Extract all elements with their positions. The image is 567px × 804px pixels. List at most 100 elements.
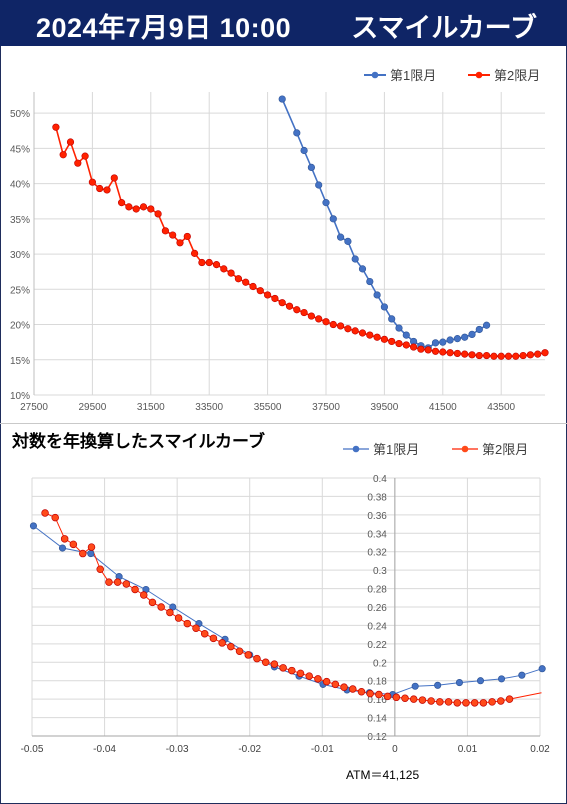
data-point-series-2: [541, 349, 549, 357]
smile-curve-chart: 10% 15% 20% 25% 30% 35% 40% 45% 50% 27500 29500 315…: [10, 68, 549, 413]
data-point-series-2: [103, 186, 111, 194]
data-point-series-2: [174, 614, 183, 622]
x-tick-label: -0.04: [93, 744, 116, 754]
data-point-series-2: [235, 647, 244, 655]
legend-marker-1: [371, 71, 379, 79]
data-point-series-2: [125, 203, 133, 211]
chart-divider: [0, 423, 567, 424]
data-point-series-2: [431, 347, 440, 355]
x-tick-label: -0.02: [238, 744, 261, 754]
y-tick-label: 15%: [10, 356, 30, 367]
data-point-series-1: [475, 325, 483, 334]
data-point-series-2: [198, 258, 206, 267]
data-point-series-2: [161, 227, 169, 235]
x-tick-label: 0: [392, 744, 398, 754]
data-point-series-1: [366, 277, 374, 286]
data-point-series-1: [337, 233, 345, 241]
data-point-series-2: [300, 308, 308, 317]
data-point-series-2: [278, 299, 286, 307]
data-point-series-2: [271, 294, 279, 303]
data-point-series-2: [122, 580, 131, 588]
data-point-series-1: [380, 303, 389, 311]
data-point-series-2: [132, 205, 140, 213]
y-tick-label: 0.32: [367, 548, 387, 559]
data-point-series-2: [234, 275, 242, 283]
x-tick-label: 33500: [195, 402, 223, 413]
data-point-series-2: [139, 203, 148, 211]
data-point-series-1: [455, 679, 463, 687]
data-point-series-1: [29, 522, 38, 530]
legend-label-2: 第2限月: [482, 442, 528, 457]
y-tick-label: 40%: [10, 180, 30, 191]
data-point-series-2: [504, 352, 513, 360]
data-point-series-2: [357, 688, 366, 696]
series-line-1: [33, 525, 543, 696]
data-point-series-2: [148, 598, 157, 607]
data-point-series-1: [402, 331, 410, 339]
y-tick-label: 0.4: [373, 474, 387, 485]
data-point-series-2: [96, 565, 104, 573]
y-tick-label: 0.2: [373, 658, 387, 669]
data-point-series-2: [479, 699, 488, 707]
data-point-series-2: [349, 685, 357, 693]
data-point-series-2: [147, 205, 155, 213]
x-tick-label: 31500: [137, 402, 165, 413]
data-point-series-2: [462, 699, 470, 707]
data-point-series-1: [344, 237, 352, 245]
data-point-series-2: [417, 345, 425, 353]
data-point-series-2: [279, 664, 287, 672]
data-point-series-2: [66, 138, 75, 146]
y-tick-label: 0.22: [367, 640, 387, 651]
y-tick-label: 45%: [10, 144, 30, 155]
data-point-series-2: [337, 322, 345, 330]
data-point-series-2: [305, 672, 313, 680]
data-point-series-2: [176, 239, 184, 247]
data-point-series-2: [256, 287, 264, 295]
data-point-series-1: [58, 544, 67, 552]
data-point-series-2: [331, 680, 340, 689]
data-point-series-2: [293, 306, 301, 314]
x-tick-label: 0.01: [458, 744, 478, 754]
data-point-series-1: [307, 163, 316, 171]
data-point-series-1: [434, 681, 442, 689]
data-point-series-2: [52, 123, 60, 131]
data-point-series-2: [315, 315, 323, 323]
data-point-series-2: [322, 318, 330, 326]
data-point-series-1: [293, 129, 301, 137]
data-point-series-1: [497, 675, 506, 683]
data-point-series-1: [483, 321, 491, 329]
data-point-series-2: [444, 698, 453, 706]
data-point-series-2: [453, 349, 462, 358]
x-tick-label: 29500: [78, 402, 106, 413]
data-point-series-2: [105, 578, 113, 586]
y-tick-label: 0.14: [367, 714, 387, 725]
data-point-series-1: [453, 335, 462, 343]
data-point-series-2: [351, 327, 359, 335]
x-tick-label: 39500: [370, 402, 398, 413]
data-point-series-1: [446, 336, 454, 344]
data-point-series-2: [191, 249, 199, 257]
data-point-series-1: [358, 265, 367, 273]
y-tick-label: 25%: [10, 285, 30, 296]
legend-marker-2: [461, 445, 469, 453]
data-point-series-2: [461, 350, 469, 358]
data-point-series-2: [490, 352, 498, 360]
data-point-series-2: [375, 690, 383, 699]
data-point-series-2: [218, 639, 226, 647]
data-point-series-2: [383, 692, 392, 701]
y-tick-label: 35%: [10, 215, 30, 226]
y-tick-label: 0.36: [367, 511, 387, 522]
data-point-series-2: [402, 341, 410, 349]
x-tick-label: 43500: [487, 402, 515, 413]
data-point-series-2: [270, 660, 279, 668]
data-point-series-2: [183, 232, 191, 241]
data-point-series-2: [249, 282, 257, 291]
data-point-series-1: [329, 215, 337, 223]
x-tick-label: -0.01: [311, 744, 334, 754]
annualized-smile-curve-chart: 0.12 0.14 0.16 0.18 0.2 0.22 0.24 0.26 0.28 0.3 0.…: [21, 442, 551, 754]
y-tick-label: 0.38: [367, 492, 387, 503]
data-point-series-2: [322, 677, 331, 686]
data-point-series-2: [285, 302, 294, 310]
data-point-series-2: [340, 683, 348, 691]
data-point-series-2: [307, 312, 316, 320]
